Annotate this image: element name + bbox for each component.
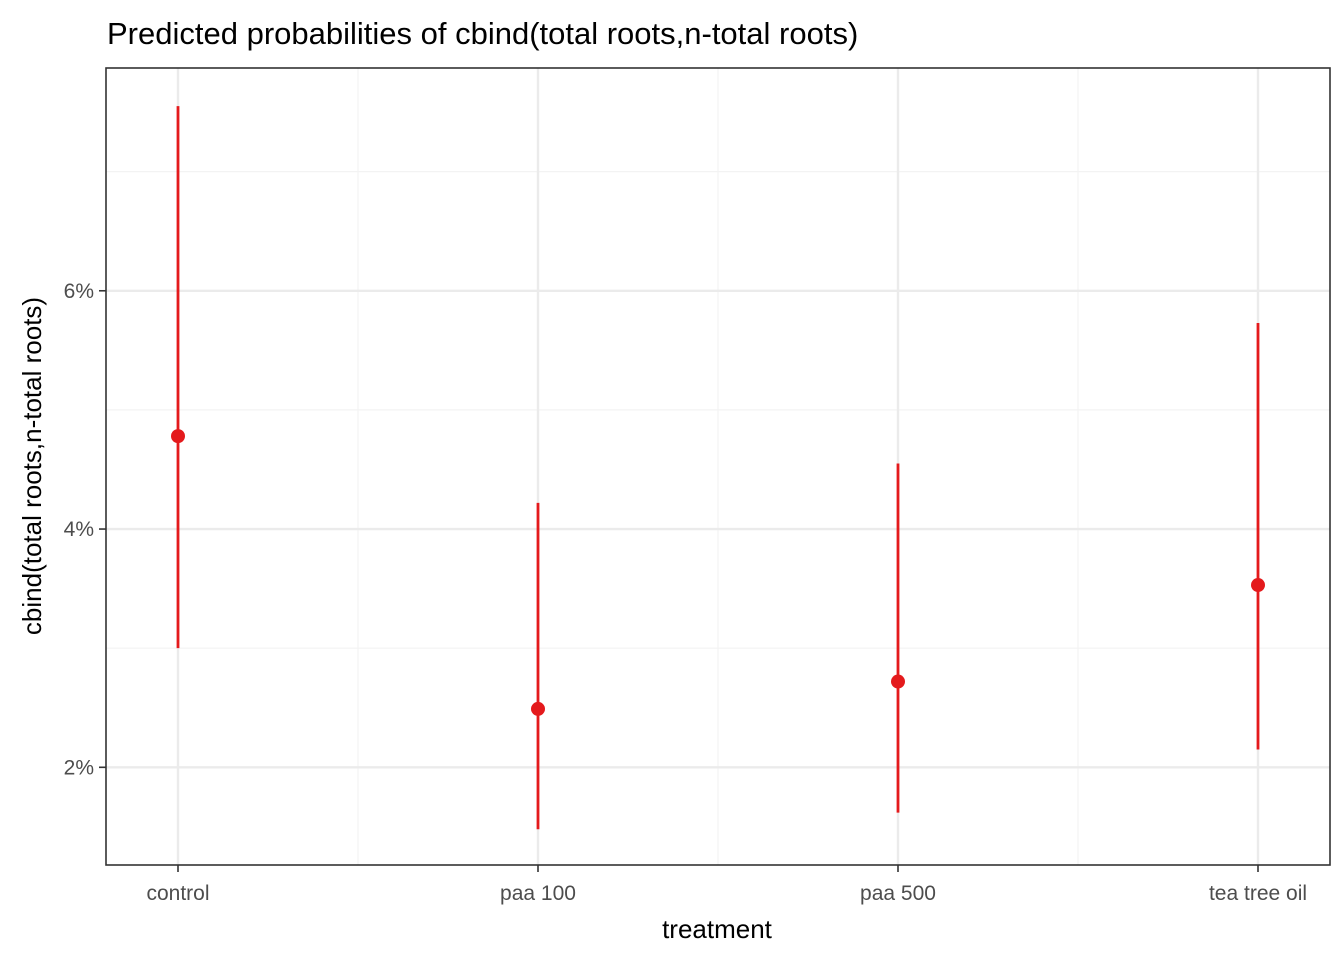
- data-point: [171, 429, 185, 444]
- x-tick-label: tea tree oil: [1209, 882, 1307, 905]
- x-tick-label: control: [146, 882, 209, 905]
- panel-border: [105, 67, 1331, 866]
- x-axis: control paa 100 paa 500 tea tree oil: [146, 865, 1307, 905]
- data-point: [531, 701, 545, 716]
- y-axis-title: cbind(total roots,n-total roots): [17, 297, 47, 635]
- grid: [106, 68, 1330, 865]
- y-tick-label: 2%: [64, 756, 94, 779]
- data-point: [891, 674, 905, 689]
- y-axis: 2% 4% 6%: [64, 280, 106, 779]
- x-tick-label: paa 100: [500, 882, 576, 905]
- plot-marks: [171, 106, 1265, 830]
- chart-title: Predicted probabilities of cbind(total r…: [107, 16, 858, 51]
- y-tick-label: 6%: [64, 280, 94, 303]
- x-tick-label: paa 500: [860, 882, 936, 905]
- y-tick-label: 4%: [64, 518, 94, 541]
- x-axis-title: treatment: [662, 914, 773, 944]
- data-point: [1251, 578, 1265, 593]
